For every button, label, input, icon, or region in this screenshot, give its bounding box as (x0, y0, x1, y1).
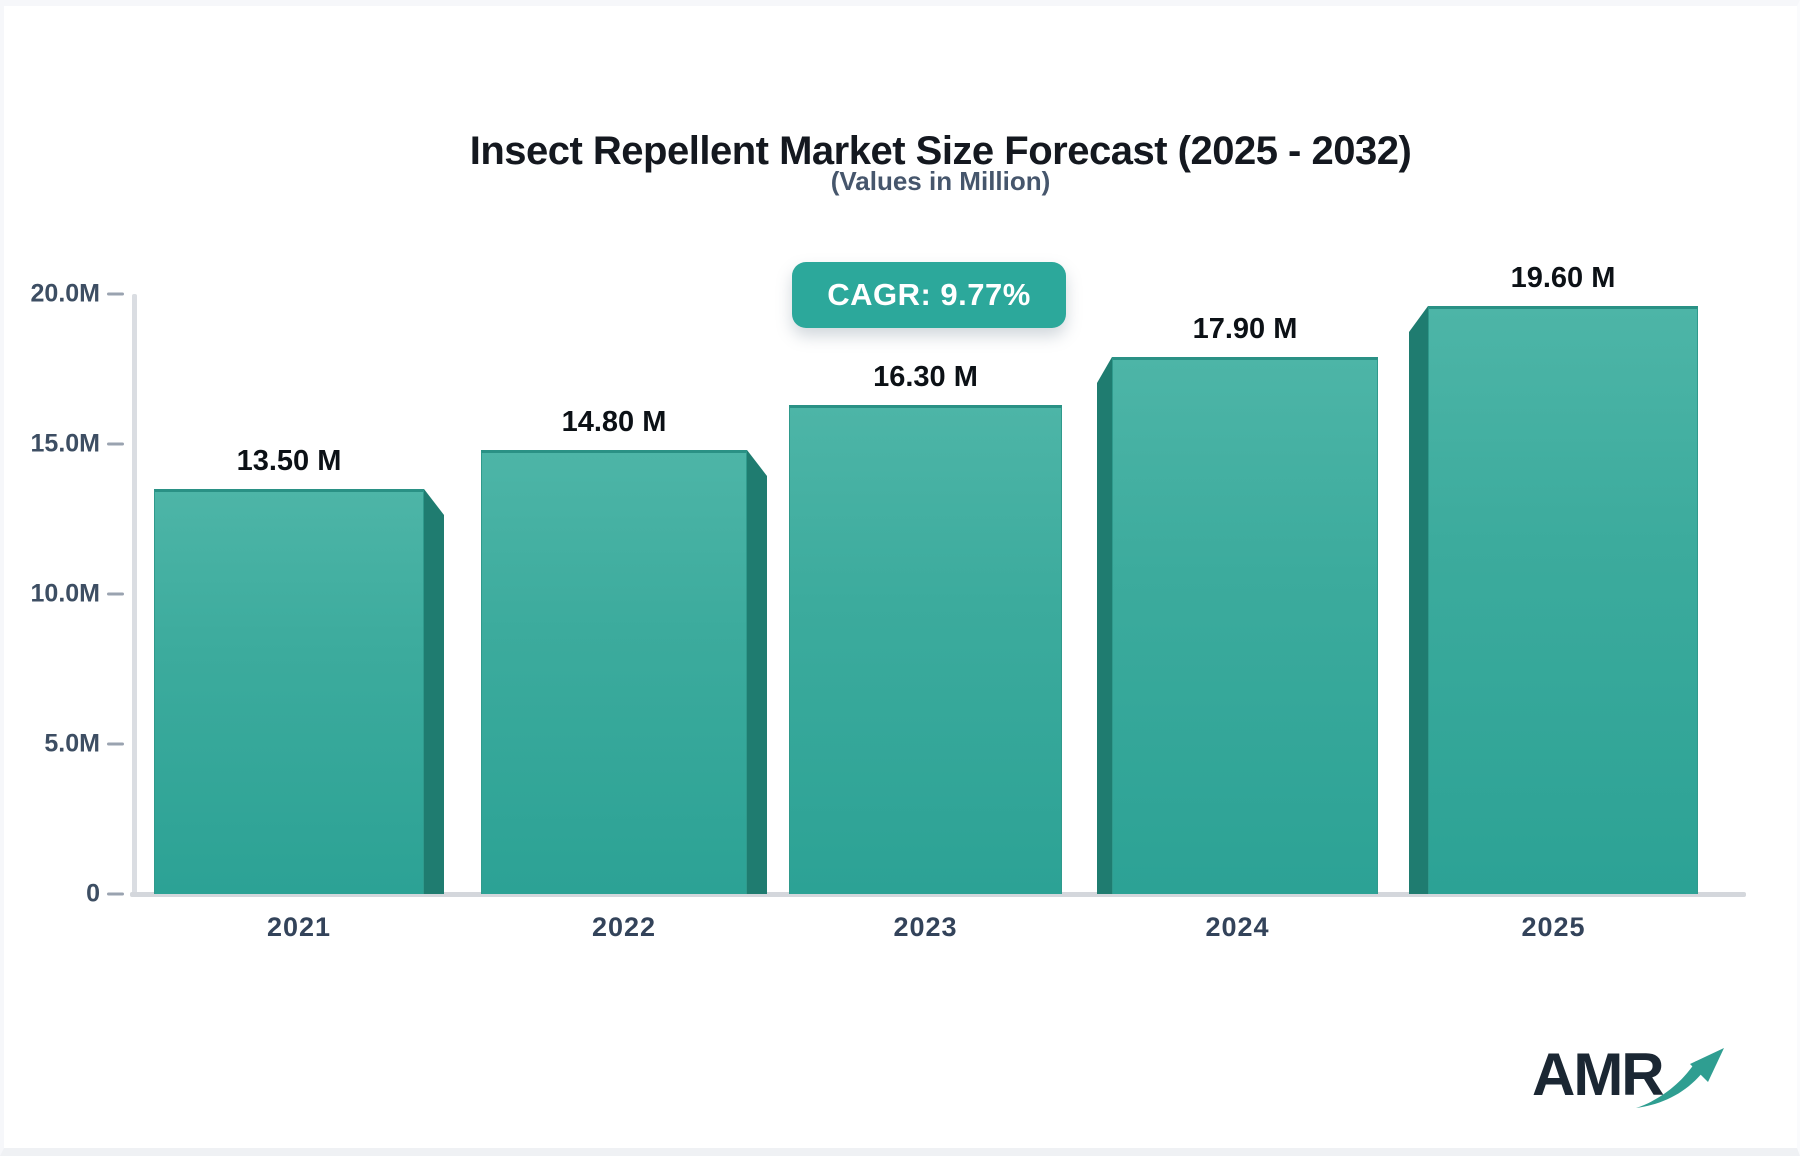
bar-value-label: 14.80 M (561, 406, 667, 438)
y-tick-label: 20.0M (30, 279, 100, 308)
bar-2022 (481, 450, 747, 894)
growth-arrow-icon (1636, 1048, 1724, 1108)
x-axis-category-label: 2023 (893, 912, 958, 942)
bar-2023 (789, 405, 1062, 894)
bar-value-label: 13.50 M (236, 445, 342, 477)
x-axis-category-label: 2021 (266, 912, 332, 942)
chart-subtitle: (Values in Million) (830, 166, 1051, 196)
bar-side-shadow (747, 450, 767, 894)
y-tick-mark (107, 292, 124, 296)
bar-side-shadow (424, 489, 444, 894)
bar-2025 (1428, 306, 1698, 894)
x-axis-category-label: 2024 (1205, 912, 1270, 942)
y-tick-mark (107, 442, 124, 446)
y-tick-mark (107, 742, 124, 746)
y-tick-label: 5.0M (44, 729, 100, 758)
bar-value-label: 19.60 M (1510, 262, 1616, 294)
y-tick-mark (107, 892, 124, 896)
y-axis-line (132, 294, 137, 895)
x-axis-category-label: 2025 (1521, 912, 1586, 942)
brand-logo: AMR (1532, 1034, 1732, 1118)
bar-2024 (1112, 357, 1378, 894)
bar-side-shadow (1097, 357, 1112, 894)
bar-value-label: 17.90 M (1192, 313, 1298, 345)
cagr-badge-label: CAGR: 9.77% (827, 277, 1031, 312)
brand-name: AMR (1532, 1041, 1665, 1108)
bar-2021 (154, 489, 424, 894)
bar-side-shadow (1409, 306, 1428, 894)
y-tick-mark (107, 592, 124, 596)
x-axis-category-label: 2022 (591, 912, 657, 942)
cagr-badge: CAGR: 9.77% (792, 262, 1066, 328)
y-tick-label: 10.0M (30, 579, 100, 608)
chart-title: Insect Repellent Market Size Forecast (2… (469, 128, 1412, 173)
y-tick-label: 15.0M (30, 429, 100, 458)
y-tick-label: 0 (86, 879, 100, 908)
x-axis-line (130, 892, 1746, 897)
bar-value-label: 16.30 M (873, 361, 978, 393)
